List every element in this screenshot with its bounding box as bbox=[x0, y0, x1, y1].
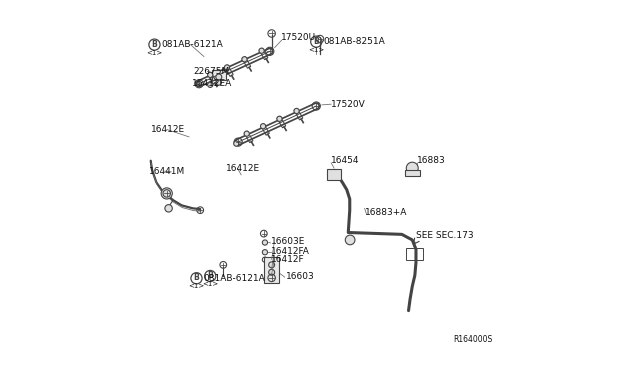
Bar bbox=[264, 257, 279, 283]
Circle shape bbox=[216, 80, 221, 85]
Circle shape bbox=[225, 65, 230, 70]
Text: 17520U: 17520U bbox=[281, 33, 316, 42]
Text: <1>: <1> bbox=[202, 281, 218, 287]
Text: 16883+A: 16883+A bbox=[365, 208, 407, 217]
Circle shape bbox=[207, 72, 213, 77]
Circle shape bbox=[244, 131, 250, 136]
Bar bbox=[406, 248, 424, 260]
Circle shape bbox=[406, 162, 418, 174]
Text: 16441M: 16441M bbox=[149, 167, 185, 176]
Circle shape bbox=[346, 235, 355, 245]
Text: 081AB-8251A: 081AB-8251A bbox=[323, 37, 385, 46]
Text: B: B bbox=[194, 273, 200, 282]
Circle shape bbox=[216, 74, 222, 80]
Circle shape bbox=[294, 108, 299, 113]
Text: <1>: <1> bbox=[308, 47, 324, 53]
Circle shape bbox=[259, 48, 264, 53]
Bar bbox=[328, 169, 341, 180]
Text: 081AB-6121A: 081AB-6121A bbox=[161, 40, 223, 49]
Circle shape bbox=[260, 124, 266, 129]
Circle shape bbox=[277, 116, 282, 121]
Text: 17520V: 17520V bbox=[331, 100, 366, 109]
Text: B: B bbox=[314, 37, 319, 46]
Text: 16412E: 16412E bbox=[151, 125, 185, 134]
Text: 16603E: 16603E bbox=[271, 237, 305, 246]
Text: R164000S: R164000S bbox=[453, 335, 492, 344]
Circle shape bbox=[269, 262, 275, 268]
Circle shape bbox=[269, 269, 275, 275]
Bar bbox=[212, 70, 225, 80]
Text: 16412E: 16412E bbox=[227, 164, 260, 173]
Circle shape bbox=[262, 250, 268, 255]
Text: 16603: 16603 bbox=[286, 272, 314, 280]
Text: <1>: <1> bbox=[188, 283, 205, 289]
Text: B: B bbox=[207, 271, 213, 280]
Circle shape bbox=[207, 82, 213, 87]
Text: 081AB-6121A: 081AB-6121A bbox=[203, 274, 265, 283]
Text: <1>: <1> bbox=[147, 50, 163, 56]
Circle shape bbox=[161, 188, 172, 199]
Text: 16412EA: 16412EA bbox=[191, 79, 232, 88]
Circle shape bbox=[234, 141, 239, 146]
Text: B: B bbox=[152, 40, 157, 49]
Text: 22675M: 22675M bbox=[193, 67, 230, 76]
Circle shape bbox=[242, 57, 247, 62]
Circle shape bbox=[165, 205, 172, 212]
Text: SEE SEC.173: SEE SEC.173 bbox=[416, 231, 474, 240]
Bar bbox=[405, 170, 420, 176]
Text: 16412F: 16412F bbox=[271, 255, 305, 264]
Text: 16454: 16454 bbox=[331, 156, 360, 165]
Text: 16412FA: 16412FA bbox=[271, 247, 310, 256]
Text: 16883: 16883 bbox=[417, 156, 445, 165]
Circle shape bbox=[262, 240, 268, 245]
